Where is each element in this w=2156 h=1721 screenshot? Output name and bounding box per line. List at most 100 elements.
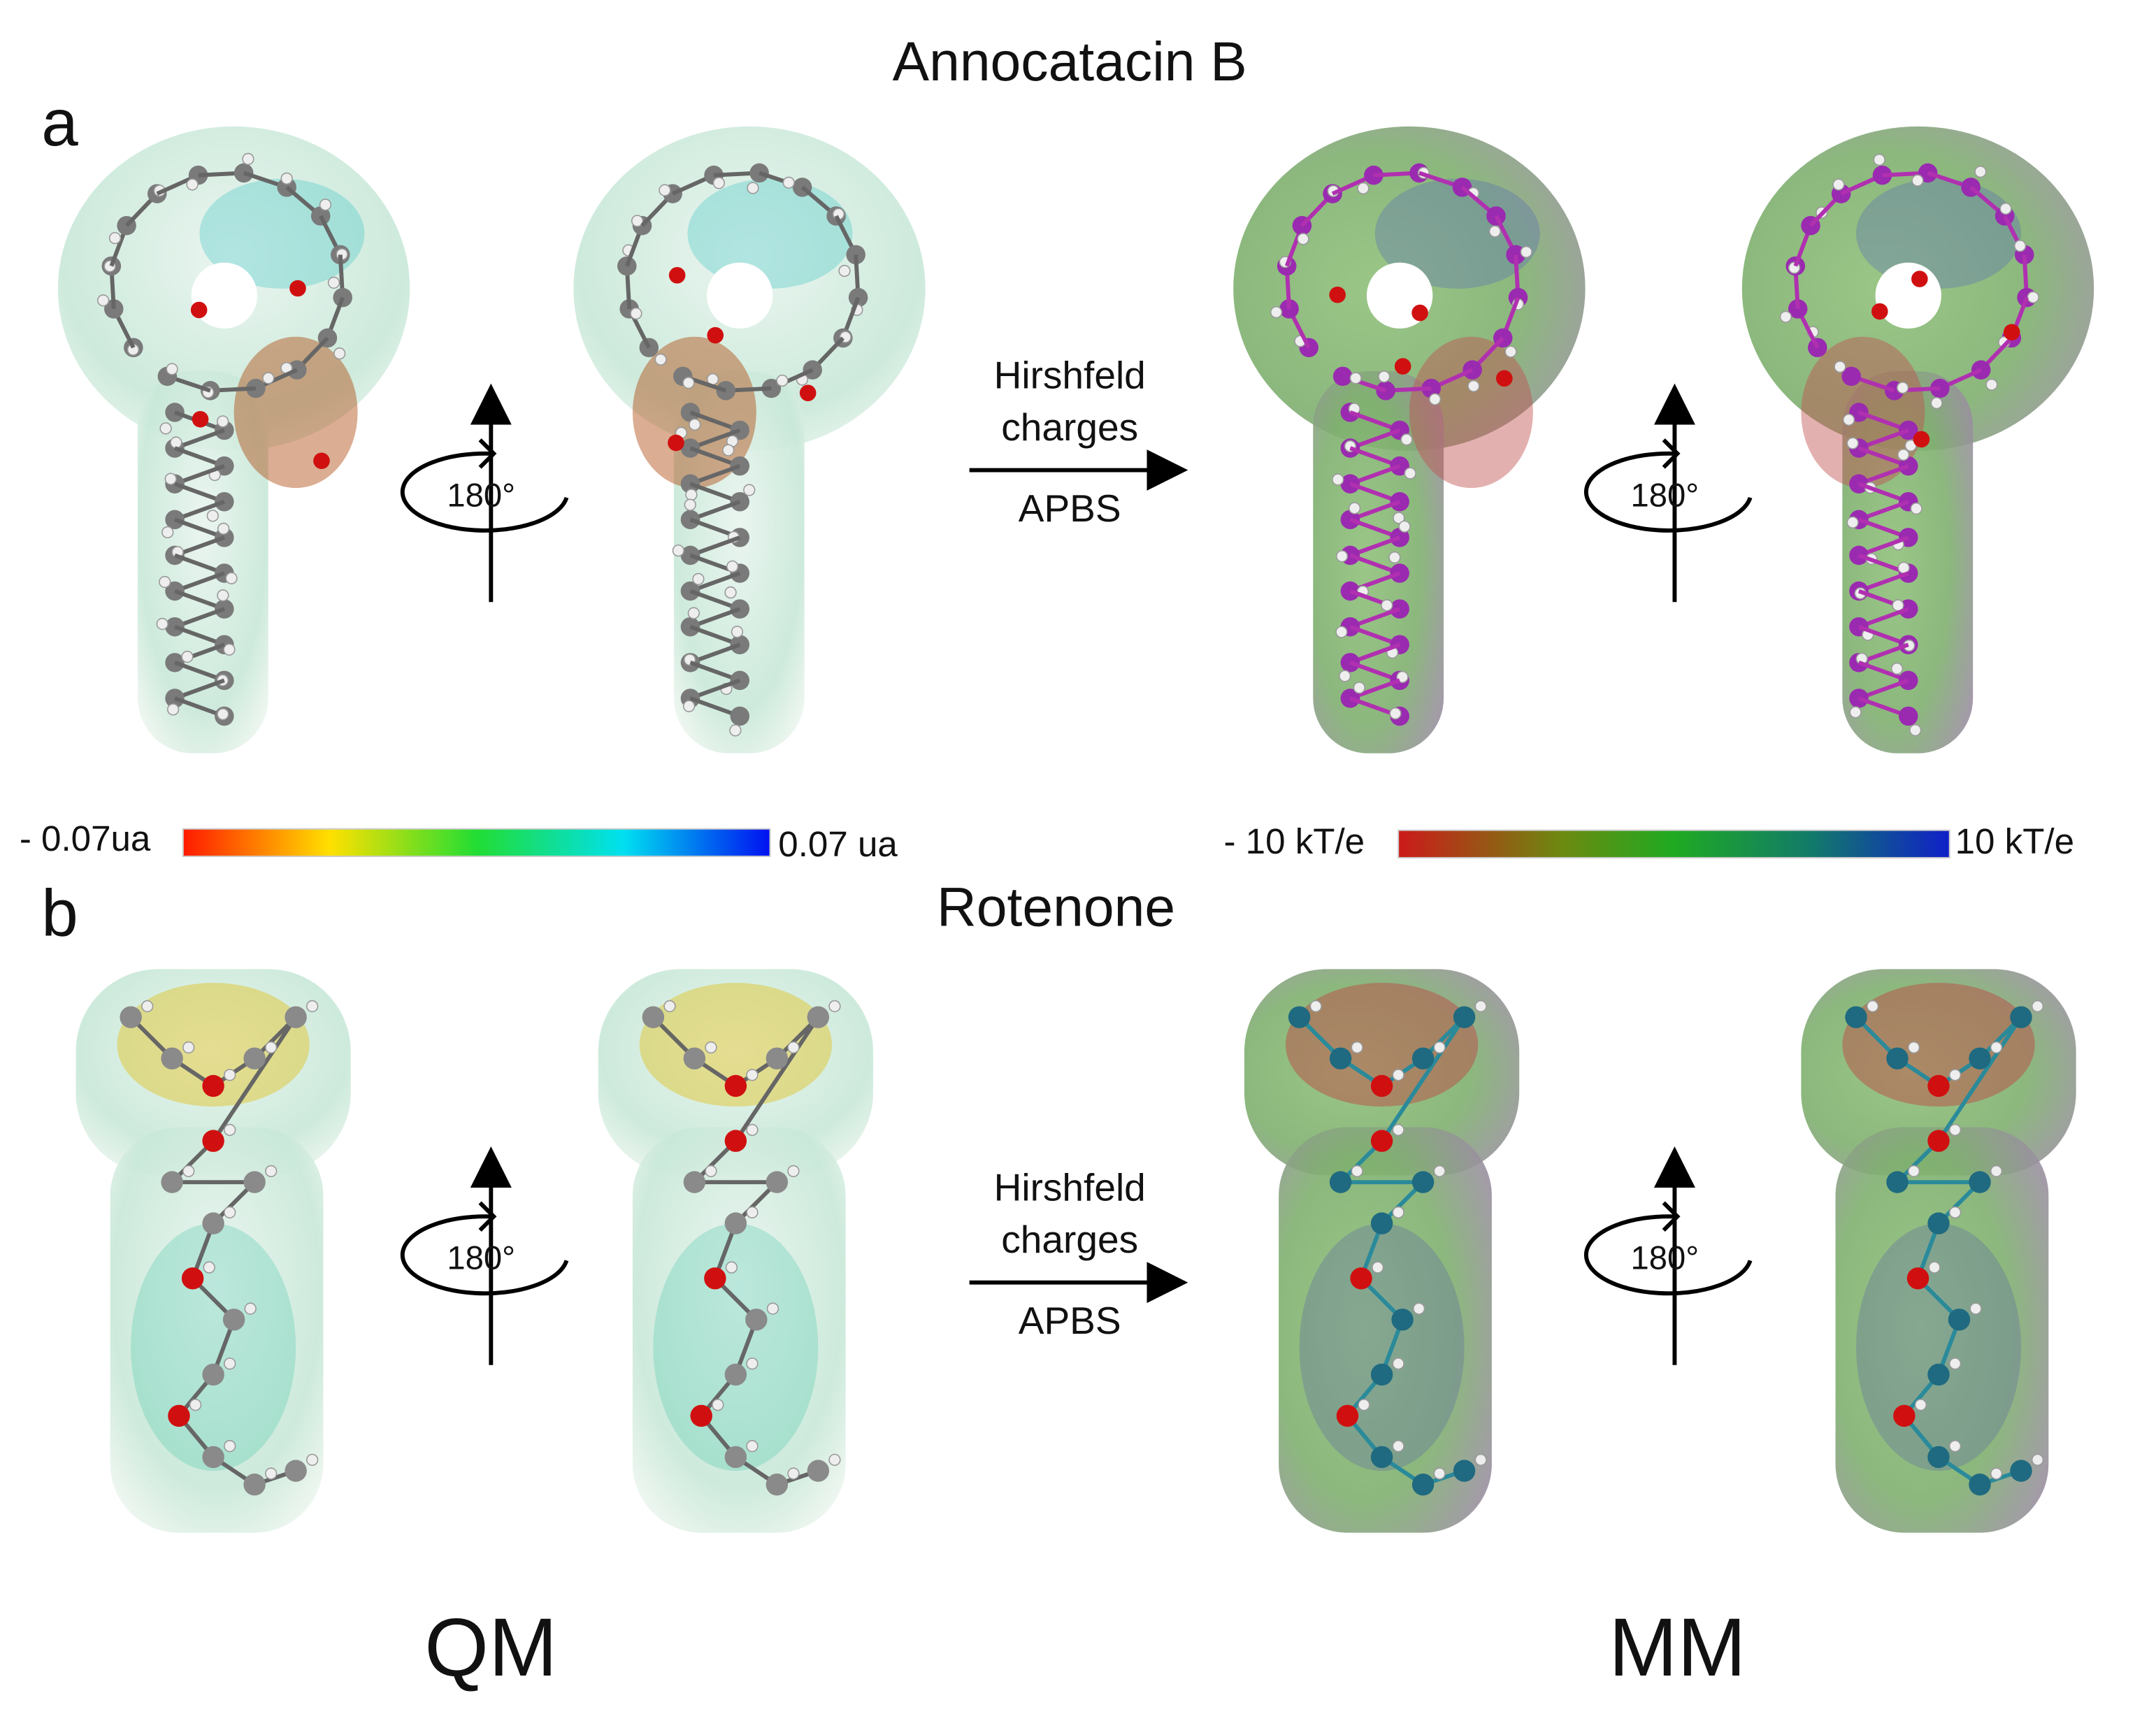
atom bbox=[1849, 474, 1869, 494]
hydrogen bbox=[729, 724, 742, 737]
hydrogen bbox=[1433, 1041, 1446, 1054]
hydrogen bbox=[1909, 723, 1922, 737]
hydrogen bbox=[747, 182, 759, 194]
hydrogen bbox=[1999, 202, 2012, 215]
panel-label: b bbox=[41, 877, 78, 951]
atom bbox=[181, 1267, 204, 1290]
atom bbox=[1927, 1446, 1950, 1469]
atom bbox=[680, 474, 700, 494]
hydrogen bbox=[743, 484, 756, 496]
hydrogen bbox=[1873, 153, 1885, 166]
hydrogen bbox=[217, 522, 230, 535]
molecule-surface bbox=[573, 126, 926, 754]
atom bbox=[724, 1363, 747, 1386]
molecule-surface bbox=[76, 969, 351, 1533]
hydrogen bbox=[1990, 1467, 2003, 1480]
hydrogen bbox=[1433, 1165, 1446, 1178]
atom bbox=[683, 1171, 706, 1193]
atom bbox=[1411, 1047, 1435, 1070]
hydrogen bbox=[746, 1358, 759, 1370]
atom bbox=[1893, 1404, 1916, 1427]
hydrogen bbox=[166, 363, 178, 375]
atom bbox=[1969, 1171, 1991, 1193]
atom bbox=[1370, 1363, 1393, 1386]
oxygen bbox=[1329, 286, 1346, 303]
hydrogen bbox=[1474, 1000, 1487, 1013]
surface-patch bbox=[687, 178, 853, 289]
atom bbox=[724, 1446, 747, 1469]
atom bbox=[1927, 1130, 1950, 1152]
rotation-arrowhead bbox=[478, 1201, 497, 1232]
hydrogen bbox=[1357, 182, 1370, 195]
atom bbox=[310, 206, 331, 226]
atom bbox=[1898, 670, 1918, 691]
hydrogen bbox=[1948, 1206, 1962, 1219]
hydrogen bbox=[782, 176, 795, 189]
hydrogen bbox=[224, 1358, 236, 1370]
hydrogen bbox=[725, 1261, 738, 1274]
oxygen bbox=[707, 326, 724, 344]
oxygen bbox=[1496, 370, 1513, 387]
surface bbox=[110, 1127, 324, 1533]
surface-patch bbox=[1856, 1223, 2021, 1471]
atom bbox=[766, 1171, 789, 1193]
hydrogen bbox=[1990, 1041, 2003, 1054]
atom bbox=[704, 1267, 726, 1290]
hydrogen bbox=[1388, 551, 1401, 564]
hydrogen bbox=[265, 1041, 278, 1054]
hydrogen bbox=[1358, 1399, 1370, 1411]
atom bbox=[724, 1130, 747, 1152]
hydrogen bbox=[161, 526, 174, 539]
hydrogen bbox=[746, 1206, 759, 1219]
hydrogen bbox=[689, 418, 701, 431]
hydrogen bbox=[1834, 361, 1846, 373]
surface bbox=[598, 969, 873, 1176]
surface bbox=[1801, 969, 2076, 1176]
atom bbox=[1370, 1212, 1393, 1234]
oxygen bbox=[313, 452, 330, 470]
atom bbox=[724, 1074, 747, 1097]
atom bbox=[1364, 165, 1384, 185]
hydrogen bbox=[654, 353, 667, 366]
molecule-surface bbox=[1741, 126, 2094, 754]
atom bbox=[1391, 1309, 1414, 1331]
atom bbox=[1906, 1267, 1929, 1290]
atom bbox=[161, 1047, 183, 1070]
molecule-surface bbox=[1244, 969, 1520, 1533]
atom bbox=[222, 1309, 245, 1331]
oxygen bbox=[289, 280, 306, 297]
hydrogen bbox=[712, 1399, 724, 1411]
surface-patch bbox=[1842, 983, 2035, 1107]
atom bbox=[1948, 1309, 1971, 1331]
hydrogen bbox=[722, 444, 735, 456]
hydrogen bbox=[223, 643, 236, 656]
hydrogen bbox=[687, 607, 700, 619]
hydrogen bbox=[1910, 502, 1923, 515]
rotation-label: 180° bbox=[447, 477, 515, 514]
atom bbox=[680, 510, 700, 530]
hydrogen bbox=[262, 372, 275, 384]
hydrogen bbox=[731, 626, 744, 638]
atom bbox=[730, 635, 750, 655]
atom bbox=[2010, 1006, 2032, 1028]
hydrogen bbox=[306, 1000, 319, 1013]
hydrogen bbox=[1930, 396, 1943, 410]
colorbar-min-label: - 0.07ua bbox=[20, 819, 151, 858]
hydrogen bbox=[96, 294, 110, 307]
hydrogen bbox=[1270, 305, 1283, 319]
oxygen bbox=[1871, 303, 1888, 320]
rotation-arrowhead bbox=[1662, 438, 1681, 469]
hydrogen bbox=[1907, 1041, 1920, 1054]
hydrogen bbox=[141, 1000, 154, 1013]
panel-label: a bbox=[41, 87, 78, 160]
hydrogen bbox=[705, 1165, 717, 1178]
surface-patch bbox=[653, 1223, 819, 1471]
hydrogen bbox=[1309, 1000, 1322, 1013]
hydrogen bbox=[746, 1123, 759, 1137]
oxygen bbox=[1411, 304, 1428, 322]
atom bbox=[1350, 1267, 1372, 1290]
hydrogen bbox=[828, 1000, 841, 1013]
atom bbox=[202, 1212, 224, 1234]
atom bbox=[161, 1171, 183, 1193]
rotation-arrowhead bbox=[1662, 1201, 1681, 1232]
